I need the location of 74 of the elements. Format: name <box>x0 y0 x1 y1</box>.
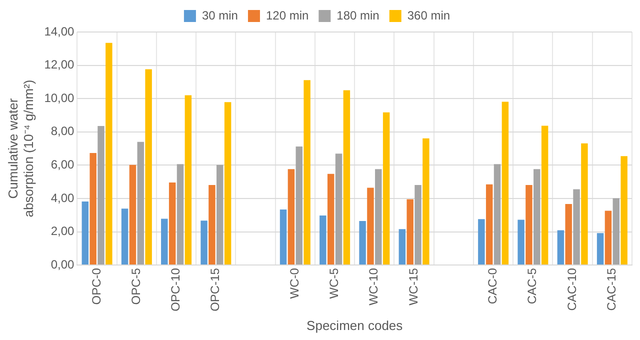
bar <box>367 188 374 265</box>
x-tick-label: CAC-0 <box>486 268 500 304</box>
bar <box>612 198 620 265</box>
y-tick-label: 12,00 <box>44 58 75 72</box>
x-tick-label: OPC-5 <box>128 268 143 305</box>
bar <box>604 210 612 265</box>
bar <box>343 90 350 265</box>
x-tick-label: CAC-5 <box>525 268 540 304</box>
bar <box>335 154 342 265</box>
bar <box>90 153 96 265</box>
bar <box>121 208 128 265</box>
bar <box>422 138 430 265</box>
bar <box>168 182 176 265</box>
bar <box>137 142 144 265</box>
bar <box>176 164 184 265</box>
y-tick-label: 10,00 <box>44 90 75 105</box>
bar <box>494 164 501 265</box>
x-tick-label: WC-5 <box>327 268 342 299</box>
bar <box>106 42 112 265</box>
bar <box>296 146 303 265</box>
bar <box>375 169 382 265</box>
bar <box>224 102 232 265</box>
bar <box>320 215 326 265</box>
bar <box>406 199 414 265</box>
bar <box>184 95 192 265</box>
y-tick-label: 14,00 <box>44 24 75 38</box>
x-tick-label: OPC-10 <box>168 268 183 312</box>
bar <box>478 219 485 265</box>
x-tick-label: WC-0 <box>287 268 302 299</box>
bar <box>596 233 604 265</box>
y-tick-label: 4,00 <box>50 190 75 205</box>
bar <box>573 189 580 265</box>
x-tick-label: OPC-0 <box>89 268 104 305</box>
x-tick-label: OPC-15 <box>208 268 222 312</box>
bar <box>486 184 493 265</box>
y-tick-label: 2,00 <box>50 224 75 238</box>
bar <box>534 169 540 265</box>
bar <box>526 184 532 265</box>
x-tick-label: CAC-15 <box>604 268 618 311</box>
legend-label: 120 min <box>266 8 309 22</box>
legend-label: 360 min <box>407 8 450 22</box>
legend-label: 30 min <box>202 8 238 22</box>
bar <box>161 218 168 265</box>
bar <box>541 126 548 265</box>
bar <box>129 164 136 265</box>
x-axis-title: Specimen codes <box>306 318 404 333</box>
bar <box>208 184 216 265</box>
bar <box>145 69 152 265</box>
x-tick-label: WC-10 <box>366 268 381 306</box>
bar <box>200 220 208 265</box>
y-tick-label: 0,00 <box>50 257 75 272</box>
bar <box>502 102 509 265</box>
bar <box>359 220 366 265</box>
x-tick-label: WC-15 <box>406 268 420 306</box>
bar <box>398 229 406 265</box>
y-axis-title: Cumulative water absorption (10⁻⁴ g/mm²) <box>5 80 36 218</box>
bar <box>557 230 564 265</box>
legend-label: 180 min <box>336 8 380 22</box>
bar <box>327 174 334 265</box>
bar <box>382 112 390 265</box>
bar <box>518 220 524 265</box>
bar <box>216 164 224 265</box>
bar <box>414 184 422 265</box>
y-tick-label: 6,00 <box>50 157 75 172</box>
bar <box>620 156 628 265</box>
x-tick-label: CAC-10 <box>564 268 579 311</box>
y-tick-label: 8,00 <box>50 124 75 138</box>
bar <box>82 201 89 265</box>
bar <box>304 80 310 265</box>
bar <box>581 143 588 265</box>
bar <box>98 126 104 265</box>
bar <box>288 169 295 265</box>
bar <box>565 204 572 265</box>
bar <box>280 209 287 265</box>
